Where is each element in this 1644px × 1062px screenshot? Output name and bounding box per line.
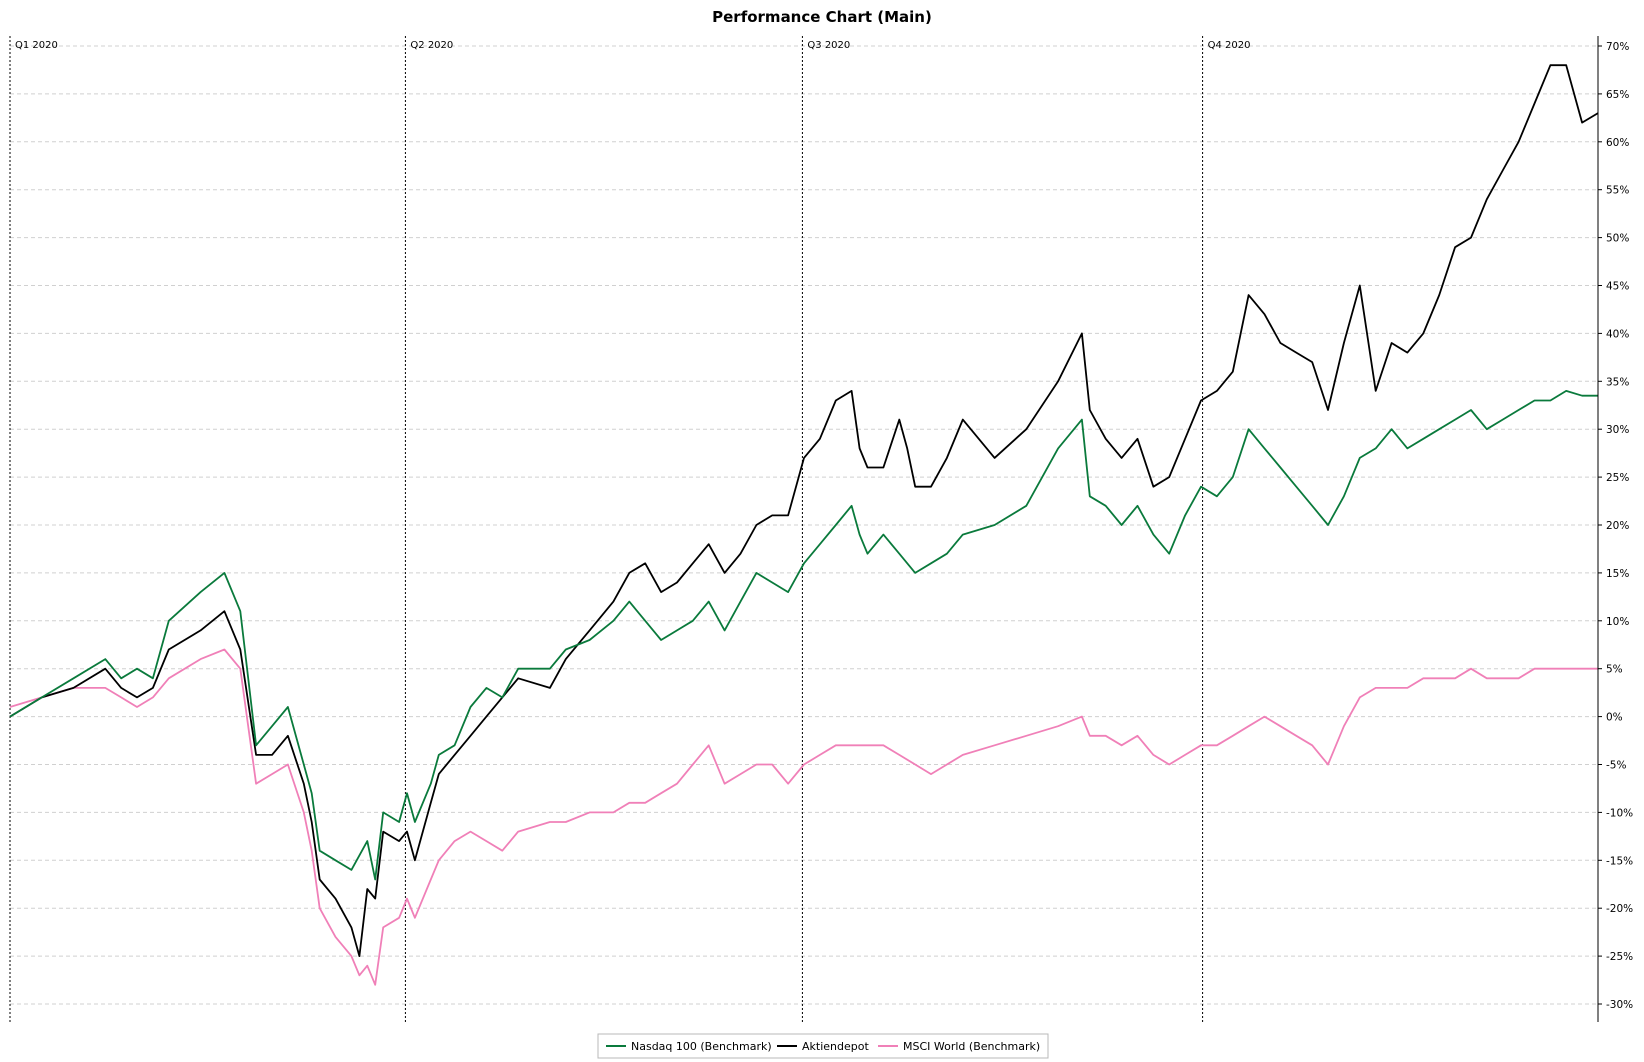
series-line [9, 390, 1598, 881]
legend-box [597, 1033, 1049, 1059]
chart-title: Performance Chart (Main) [712, 8, 932, 26]
series-lines [9, 64, 1599, 986]
y-tick-label: 35% [1606, 376, 1629, 388]
y-tick-label: 55% [1606, 185, 1629, 197]
y-tick-label: -15% [1606, 855, 1633, 867]
y-tick-label: -5% [1606, 760, 1626, 772]
legend: Nasdaq 100 (Benchmark) Aktiendepot MSCI Wo… [597, 1033, 1049, 1059]
legend-label: Aktiendepot [802, 1040, 869, 1053]
series-line [9, 64, 1599, 957]
y-tick-label: 50% [1606, 233, 1629, 245]
y-tick-label: -20% [1606, 903, 1633, 915]
y-axis: 70% 65% 60% 55% 50% 45% 40% 35% 30% 25% 20% 15% 10% 5… [1597, 36, 1633, 1022]
y-tick-label: -25% [1606, 951, 1633, 963]
y-tick-label: 25% [1606, 472, 1629, 484]
legend-label: Nasdaq 100 (Benchmark) [631, 1040, 772, 1053]
quarter-label: Q4 2020 [1208, 40, 1251, 51]
legend-label: MSCI World (Benchmark) [903, 1040, 1040, 1053]
y-tick-label: 20% [1606, 520, 1629, 532]
y-tick-label: -30% [1606, 999, 1633, 1011]
y-tick-label: -10% [1606, 807, 1633, 819]
quarter-label: Q2 2020 [410, 40, 453, 51]
y-tick-label: 0% [1606, 712, 1623, 724]
series-line [9, 648, 1598, 986]
y-tick-label: 10% [1606, 616, 1629, 628]
quarter-label: Q1 2020 [15, 40, 58, 51]
y-tick-label: 70% [1606, 41, 1629, 53]
y-tick-label: 15% [1606, 568, 1629, 580]
grid-lines [10, 45, 1598, 1005]
y-tick-label: 30% [1606, 424, 1629, 436]
y-tick-label: 5% [1606, 664, 1623, 676]
y-tick-label: 65% [1606, 89, 1629, 101]
quarter-markers: Q1 2020 Q2 2020 Q3 2020 Q4 2020 [9, 36, 1251, 1022]
y-tick-label: 40% [1606, 328, 1629, 340]
y-tick-label: 45% [1606, 281, 1629, 293]
quarter-label: Q3 2020 [807, 40, 850, 51]
y-tick-label: 60% [1606, 137, 1629, 149]
